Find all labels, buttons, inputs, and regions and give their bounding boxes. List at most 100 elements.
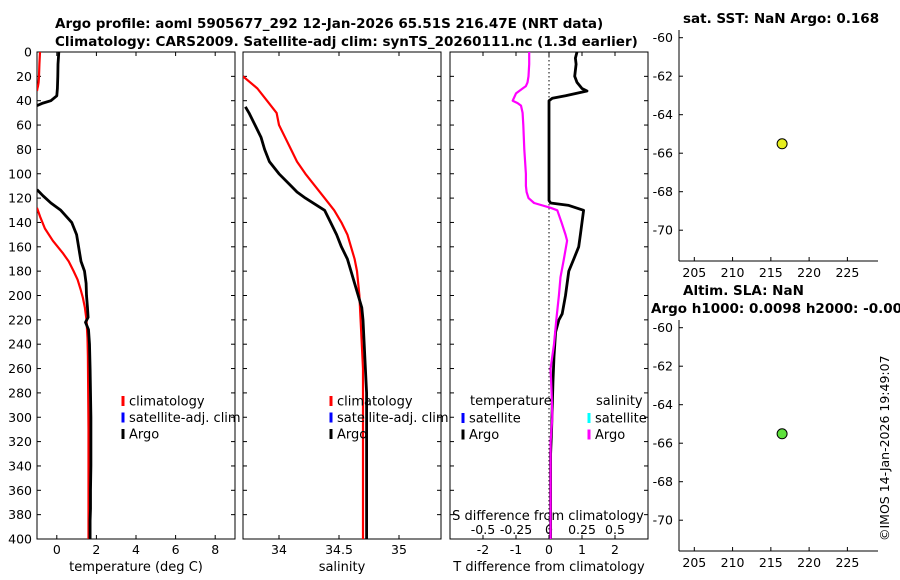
s-diff-tick-label: 0.5 xyxy=(605,522,625,537)
salinity-legend-label: Argo xyxy=(337,428,367,443)
sst-map-ytick-label: -70 xyxy=(653,223,673,238)
temperature-xtick-label: 4 xyxy=(132,542,140,557)
s-diff-tick-label: -0.5 xyxy=(471,522,495,537)
sla-map-ytick-label: -70 xyxy=(653,513,673,528)
header-line1: Argo profile: aoml 5905677_292 12-Jan-20… xyxy=(55,16,603,32)
sst-map-ytick-label: -68 xyxy=(653,184,673,199)
depth-tick-label: 260 xyxy=(8,361,32,376)
depth-tick-label: 400 xyxy=(8,532,32,547)
differences-series-0 xyxy=(547,52,589,539)
sst-map-xtick-label: 220 xyxy=(797,265,821,280)
temperature-panel: 0204060801001201401601802002202402602803… xyxy=(8,45,240,576)
sst-map-xtick-label: 210 xyxy=(721,265,745,280)
diff-legend-temperature-title: temperature xyxy=(470,394,552,409)
differences-xtick-label: 1 xyxy=(578,542,586,557)
temperature-xlabel: temperature (deg C) xyxy=(69,560,203,575)
differences-xtick-label: 2 xyxy=(611,542,619,557)
salinity-xtick-label: 35 xyxy=(391,542,407,557)
salinity-series-0 xyxy=(243,75,365,539)
s-diff-tick-label: 0.25 xyxy=(568,522,596,537)
depth-tick-label: 280 xyxy=(8,385,32,400)
sst-map-title: sat. SST: NaN Argo: 0.168 xyxy=(683,11,879,27)
temperature-xtick-label: 0 xyxy=(53,542,61,557)
differences-xlabel: T difference from climatology xyxy=(452,560,645,575)
salinity-panel: 34 34.5 35 salinity climatologysatellite-adj… xyxy=(242,51,449,575)
sst-map-ytick-label: -60 xyxy=(653,30,673,45)
sla-map-xtick-label: 215 xyxy=(759,555,783,570)
depth-tick-label: 100 xyxy=(8,166,32,181)
salinity-series-1 xyxy=(244,106,369,539)
temperature-legend-label: climatology xyxy=(129,395,205,410)
sla-map-panel: -60 -62 -64 -66 -68 -70 205 210 215 220 225 xyxy=(653,320,878,570)
depth-tick-label: 340 xyxy=(8,458,32,473)
diff-legend-temp-label: satellite xyxy=(469,412,521,427)
depth-tick-label: 80 xyxy=(16,142,32,157)
depth-tick-label: 160 xyxy=(8,239,32,254)
depth-tick-label: 20 xyxy=(16,69,32,84)
s-diff-tick-label: 0 xyxy=(545,522,553,537)
sst-map-ytick-label: -64 xyxy=(653,107,673,122)
salinity-axes-box xyxy=(242,51,442,540)
temperature-legend-label: satellite-adj. clim xyxy=(129,411,241,426)
sst-map-ytick-label: -62 xyxy=(653,69,673,84)
sst-map-xtick-label: 225 xyxy=(835,265,859,280)
depth-tick-label: 180 xyxy=(8,264,32,279)
diff-legend-sal-label: satellite xyxy=(595,412,647,427)
depth-tick-label: 240 xyxy=(8,337,32,352)
depth-tick-label: 0 xyxy=(24,45,32,60)
sla-map-ytick-label: -64 xyxy=(653,397,673,412)
timestamp-stamp: ©IMOS 14-Jan-2026 19:49:07 xyxy=(877,355,892,541)
sla-map-xtick-label: 225 xyxy=(835,555,859,570)
sla-map-subtitle: Argo h1000: 0.0098 h2000: -0.003 xyxy=(651,301,900,317)
sla-map-argo-location-marker xyxy=(776,428,788,440)
depth-tick-label: 60 xyxy=(16,118,32,133)
header-line2: Climatology: CARS2009. Satellite-adj cli… xyxy=(55,34,638,50)
diff-legend-salinity-title: salinity xyxy=(596,394,643,409)
s-diff-axis-label: S difference from climatology xyxy=(452,509,644,524)
temperature-xtick-label: 2 xyxy=(92,542,100,557)
depth-tick-label: 380 xyxy=(8,507,32,522)
sst-map-ytick-label: -66 xyxy=(653,146,673,161)
differences-xtick-label: -2 xyxy=(477,542,489,557)
sst-map-argo-location-marker xyxy=(776,138,788,150)
temperature-series-0 xyxy=(37,52,42,92)
differences-panel: -2 -1 0 1 2 T difference from climatology S di… xyxy=(449,51,649,575)
sla-map-title: Altim. SLA: NaN xyxy=(683,283,804,299)
diff-legend-temp-label: Argo xyxy=(469,428,499,443)
sla-map-xtick-label: 210 xyxy=(721,555,745,570)
temperature-xtick-label: 6 xyxy=(172,542,180,557)
salinity-xtick-label: 34.5 xyxy=(325,542,353,557)
salinity-legend-label: satellite-adj. clim xyxy=(337,411,449,426)
diff-legend-sal-label: Argo xyxy=(595,428,625,443)
temperature-legend-label: Argo xyxy=(129,428,159,443)
sla-map-ytick-label: -62 xyxy=(653,359,673,374)
depth-tick-label: 360 xyxy=(8,483,32,498)
differences-series-1 xyxy=(511,52,569,539)
sst-map-xtick-label: 215 xyxy=(759,265,783,280)
sla-map-xtick-label: 205 xyxy=(682,555,706,570)
depth-tick-label: 40 xyxy=(16,93,32,108)
temperature-xtick-label: 8 xyxy=(211,542,219,557)
sst-map-panel: -60 -62 -64 -66 -68 -70 205 210 215 220 225 xyxy=(653,30,878,280)
temperature-axes-box xyxy=(36,51,236,540)
salinity-legend-label: climatology xyxy=(337,395,413,410)
sla-map-ytick-label: -66 xyxy=(653,436,673,451)
salinity-xlabel: salinity xyxy=(319,560,366,575)
depth-tick-label: 200 xyxy=(8,288,32,303)
sla-map-xtick-label: 220 xyxy=(797,555,821,570)
depth-tick-label: 140 xyxy=(8,215,32,230)
sla-map-ytick-label: -60 xyxy=(653,320,673,335)
temperature-series-2 xyxy=(37,52,61,107)
salinity-xtick-label: 34 xyxy=(271,542,287,557)
differences-xtick-label: 0 xyxy=(545,542,553,557)
differences-xtick-label: -1 xyxy=(510,542,522,557)
depth-tick-label: 300 xyxy=(8,410,32,425)
sla-map-ytick-label: -68 xyxy=(653,474,673,489)
depth-tick-label: 120 xyxy=(8,191,32,206)
depth-tick-label: 220 xyxy=(8,312,32,327)
sst-map-xtick-label: 205 xyxy=(682,265,706,280)
temperature-series-3 xyxy=(37,188,93,539)
depth-tick-label: 320 xyxy=(8,434,32,449)
s-diff-tick-label: -0.25 xyxy=(500,522,532,537)
